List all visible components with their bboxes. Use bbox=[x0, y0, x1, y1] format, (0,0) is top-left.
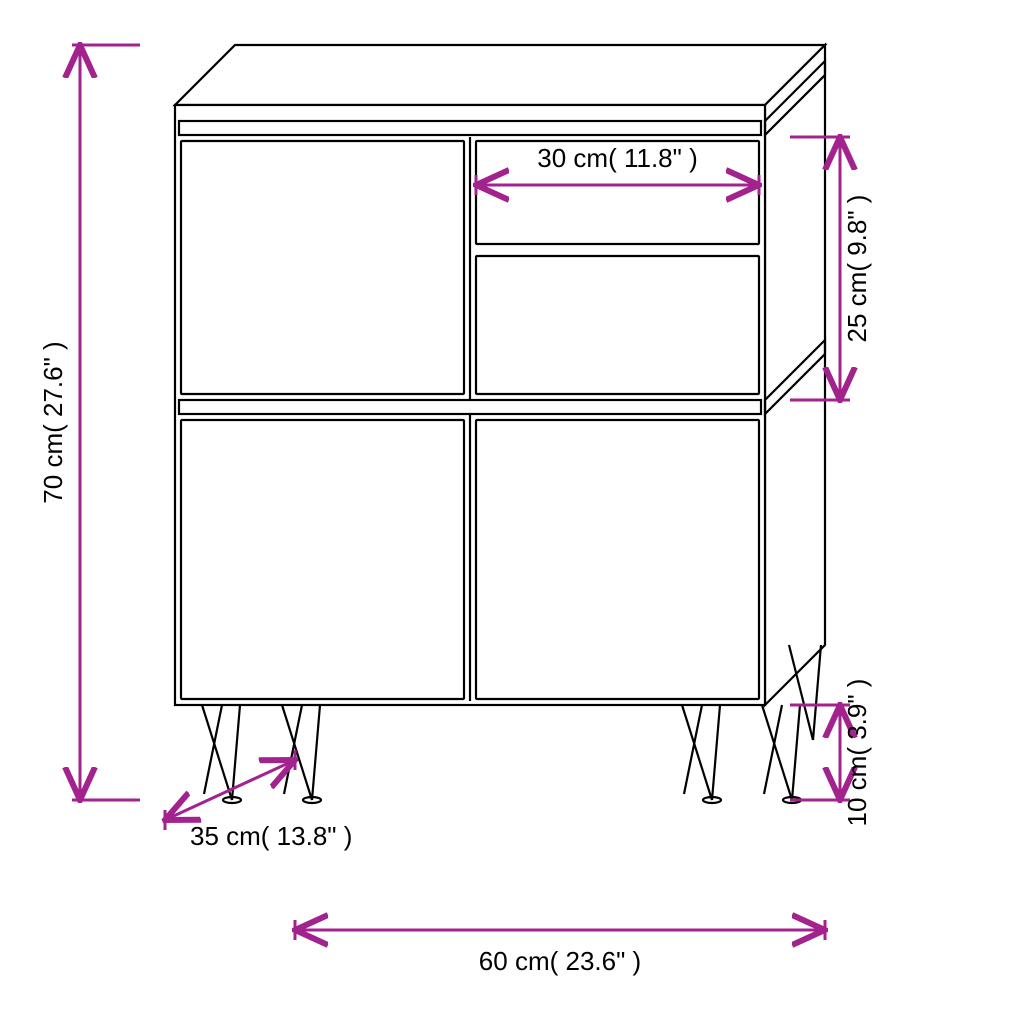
hairpin-leg bbox=[762, 705, 801, 803]
furniture-dimension-diagram: 70 cm( 27.6" ) 35 cm( 13.8" ) 60 cm( 23.6"… bbox=[0, 0, 1024, 1024]
dim-height-total bbox=[72, 45, 140, 800]
dimension-label: 70 cm( 27.6" ) bbox=[38, 341, 68, 503]
dimension-label: 10 cm( 3.9" ) bbox=[842, 679, 872, 827]
hairpin-leg bbox=[282, 705, 321, 803]
dimension-label: 30 cm( 11.8" ) bbox=[537, 143, 697, 173]
cabinet-body bbox=[175, 45, 825, 803]
hairpin-leg bbox=[682, 705, 721, 803]
dimension-label: 35 cm( 13.8" ) bbox=[190, 821, 352, 851]
dim-width-total bbox=[295, 920, 825, 940]
dimension-label: 25 cm( 9.8" ) bbox=[842, 195, 872, 343]
dim-depth bbox=[165, 750, 295, 830]
dimension-label: 60 cm( 23.6" ) bbox=[479, 946, 641, 976]
